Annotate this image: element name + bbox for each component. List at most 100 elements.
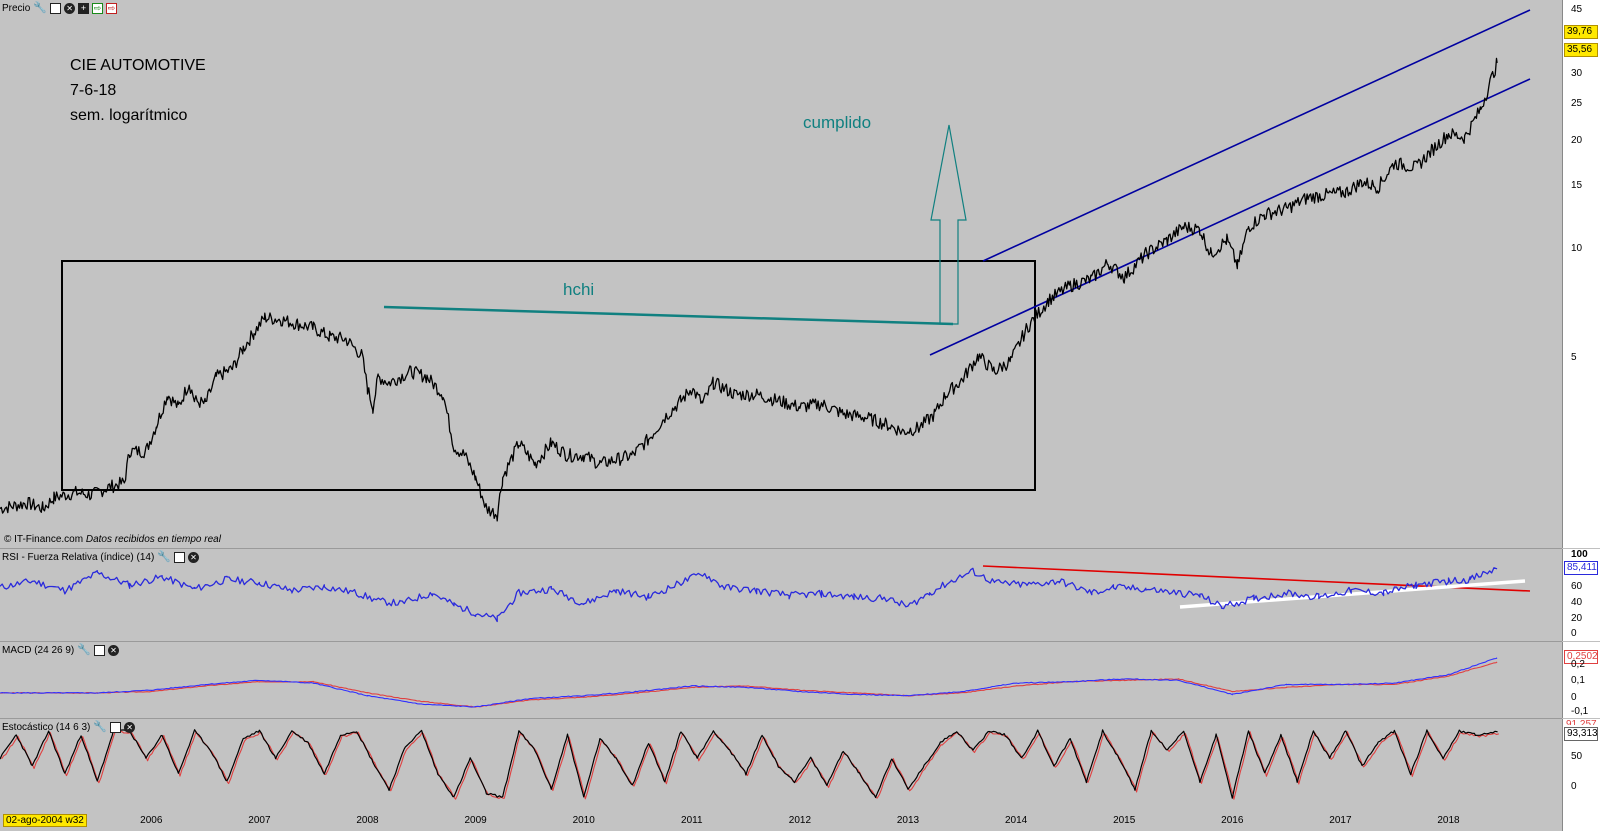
price-tick: 5 xyxy=(1571,352,1577,363)
macd-line xyxy=(0,657,1498,708)
cursor-date: 02-ago-2004 w32 xyxy=(3,814,87,827)
year-tick-label: 2018 xyxy=(1437,815,1460,826)
wrench-icon[interactable]: 🔧 xyxy=(157,551,171,563)
export-icon[interactable]: ⇨ xyxy=(92,3,104,14)
stoch-tick: 50 xyxy=(1571,751,1583,762)
maximize-icon[interactable] xyxy=(173,552,185,563)
year-tick-label: 2017 xyxy=(1329,815,1352,826)
target-arrow xyxy=(930,124,967,325)
close-icon[interactable]: ✕ xyxy=(187,552,199,563)
maximize-icon[interactable] xyxy=(110,722,122,733)
rsi-tick: 0 xyxy=(1571,628,1577,639)
channel-upper xyxy=(982,9,1531,262)
rsi-chart[interactable] xyxy=(0,549,1562,641)
rsi-title-label: RSI - Fuerza Relativa (índice) (14) xyxy=(2,552,155,563)
price-tick: 20 xyxy=(1571,135,1583,146)
time-axis[interactable] xyxy=(0,809,1562,831)
rsi-tick: 20 xyxy=(1571,613,1583,624)
channel-lower xyxy=(929,78,1531,356)
wrench-icon[interactable]: 🔧 xyxy=(77,644,91,656)
maximize-icon[interactable] xyxy=(50,3,62,14)
price-title-label: Precio xyxy=(2,3,31,14)
neckline-hchi xyxy=(383,305,954,326)
stoch-tick: 0 xyxy=(1571,781,1577,792)
rsi-panel-title: RSI - Fuerza Relativa (índice) (14) 🔧 ✕ xyxy=(2,550,199,565)
macd-panel-title: MACD (24 26 9) 🔧 ✕ xyxy=(2,643,119,658)
price-tag-high: 39,76 xyxy=(1564,25,1598,39)
price-series xyxy=(0,57,1498,522)
year-tick-label: 2007 xyxy=(248,815,271,826)
rsi-tick: 100 xyxy=(1571,549,1588,560)
annotation-line-2: 7-6-18 xyxy=(70,82,117,99)
chart-annotation: CIE AUTOMOTIVE 7-6-18 sem. logarítmico xyxy=(70,53,206,128)
price-line xyxy=(0,57,1498,522)
year-tick-label: 2012 xyxy=(788,815,812,826)
delete-panel-icon[interactable]: ⇨ xyxy=(106,3,118,14)
macd-panel[interactable]: MACD (24 26 9) 🔧 ✕ xyxy=(0,642,1562,719)
price-tag-last: 35,56 xyxy=(1564,43,1598,57)
price-tick: 25 xyxy=(1571,98,1583,109)
year-tick-label: 2006 xyxy=(140,815,163,826)
stoch-panel-title: Estocástico (14 6 3) 🔧 ✕ xyxy=(2,720,136,735)
label-hchi: hchi xyxy=(563,280,595,299)
rsi-series xyxy=(0,567,1498,623)
price-y-axis[interactable]: 45 39,76 35,56 30 25 20 15 10 5 xyxy=(1562,0,1600,548)
stoch-chart[interactable] xyxy=(0,719,1562,809)
year-tick-label: 2008 xyxy=(356,815,379,826)
year-tick-label: 2014 xyxy=(1004,815,1028,826)
macd-last-value: 0,2502 xyxy=(1564,650,1598,664)
rsi-last-value: 85,411 xyxy=(1564,561,1598,575)
year-tick-label: 2011 xyxy=(681,815,703,826)
macd-y-axis[interactable]: 0,2502 0,2 0,1 0 -0,1 xyxy=(1562,642,1600,718)
price-tick: 10 xyxy=(1571,243,1583,254)
macd-tick: 0,1 xyxy=(1571,675,1585,686)
macd-title-label: MACD (24 26 9) xyxy=(2,645,75,656)
realtime-text: Datos recibidos en tiempo real xyxy=(85,534,221,545)
rsi-support-line xyxy=(1179,579,1526,609)
add-indicator-icon[interactable]: + xyxy=(78,3,90,14)
wrench-icon[interactable]: 🔧 xyxy=(93,721,108,733)
annotation-line-3: sem. logarítmico xyxy=(70,107,188,124)
macd-tick: -0,1 xyxy=(1571,706,1589,717)
price-panel[interactable]: Precio 🔧 ✕ + ⇨ ⇨ CIE AUTOMOTIVE 7-6-18 s… xyxy=(0,0,1562,549)
price-tick: 30 xyxy=(1571,68,1583,79)
axis-corner xyxy=(1562,809,1600,831)
close-icon[interactable]: ✕ xyxy=(64,3,76,14)
stoch-hidden-value: 91,257 xyxy=(1566,719,1597,725)
price-chart[interactable] xyxy=(0,0,1562,548)
maximize-icon[interactable] xyxy=(93,645,105,656)
wrench-icon[interactable]: 🔧 xyxy=(33,2,48,14)
price-panel-title: Precio 🔧 ✕ + ⇨ ⇨ xyxy=(2,1,118,16)
rsi-tick: 60 xyxy=(1571,581,1583,592)
copyright-note: © IT-Finance.com Datos recibidos en tiem… xyxy=(4,534,221,545)
rsi-line xyxy=(0,567,1498,623)
stoch-panel[interactable]: Estocástico (14 6 3) 🔧 ✕ xyxy=(0,719,1562,810)
stoch-series xyxy=(0,729,1499,800)
stoch-title-label: Estocástico (14 6 3) xyxy=(2,722,91,733)
close-icon[interactable]: ✕ xyxy=(124,722,136,733)
stoch-d-line xyxy=(1,730,1499,800)
rsi-y-axis[interactable]: 100 85,411 60 40 20 0 xyxy=(1562,549,1600,641)
macd-signal-line xyxy=(0,661,1498,708)
rsi-panel[interactable]: RSI - Fuerza Relativa (índice) (14) 🔧 ✕ xyxy=(0,549,1562,642)
copyright-text: © IT-Finance.com xyxy=(4,534,84,545)
year-tick-label: 2016 xyxy=(1221,815,1244,826)
macd-series xyxy=(0,657,1498,708)
stoch-last-value: 93,313 xyxy=(1564,727,1598,741)
macd-tick: 0,2 xyxy=(1571,659,1585,670)
stoch-k-line xyxy=(0,729,1498,799)
year-tick-label: 2009 xyxy=(464,815,487,826)
annotation-line-1: CIE AUTOMOTIVE xyxy=(70,57,206,74)
macd-chart[interactable] xyxy=(0,642,1562,718)
stoch-y-axis[interactable]: 91,257 93,313 50 0 xyxy=(1562,719,1600,809)
rsi-tick: 40 xyxy=(1571,597,1583,608)
price-tick: 45 xyxy=(1571,4,1583,15)
year-tick-label: 2013 xyxy=(896,815,920,826)
year-tick-label: 2015 xyxy=(1113,815,1136,826)
price-tick: 15 xyxy=(1571,180,1583,191)
range-box xyxy=(61,260,1036,491)
year-tick-label: 2010 xyxy=(572,815,595,826)
label-cumplido: cumplido xyxy=(803,113,872,132)
close-icon[interactable]: ✕ xyxy=(107,645,119,656)
macd-tick: 0 xyxy=(1571,692,1577,703)
